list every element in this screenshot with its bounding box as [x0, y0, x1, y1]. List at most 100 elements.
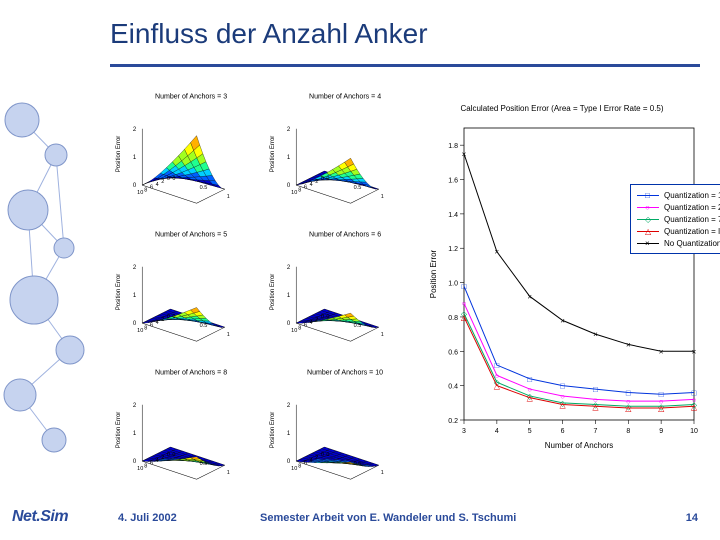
svg-text:6: 6	[150, 322, 153, 328]
svg-text:1.0: 1.0	[448, 281, 458, 288]
svg-text:1.8: 1.8	[448, 143, 458, 150]
svg-text:Position Error: Position Error	[116, 411, 122, 448]
svg-text:Position Error: Position Error	[270, 411, 276, 448]
svg-text:0: 0	[133, 183, 137, 189]
svg-text:10: 10	[137, 328, 143, 334]
svg-text:4: 4	[310, 457, 313, 463]
svg-text:Number of Anchors: Number of Anchors	[545, 441, 613, 450]
svg-text:0: 0	[133, 321, 137, 327]
svg-text:6: 6	[150, 185, 153, 191]
footer-center: Semester Arbeit von E. Wandeler und S. T…	[260, 512, 516, 524]
svg-text:1: 1	[381, 470, 384, 476]
svg-text:4: 4	[156, 320, 159, 326]
svg-text:9: 9	[659, 428, 663, 435]
svg-text:0: 0	[133, 459, 137, 465]
svg-text:□: □	[527, 375, 532, 384]
svg-text:0: 0	[287, 459, 291, 465]
svg-text:0: 0	[172, 314, 175, 320]
svg-text:2: 2	[315, 455, 318, 461]
svg-text:×: ×	[593, 330, 598, 339]
legend-row: ×No Quantization	[637, 237, 720, 249]
svg-text:Number of Anchors = 6: Number of Anchors = 6	[309, 231, 381, 238]
legend-row: ○Quantization = 2	[637, 201, 720, 213]
svg-text:2: 2	[315, 317, 318, 323]
surface-plot-grid: Number of Anchors = 3012108642000.51Posi…	[110, 86, 410, 486]
svg-text:×: ×	[626, 340, 631, 349]
svg-text:1: 1	[227, 470, 230, 476]
svg-text:□: □	[560, 382, 565, 391]
surface-plot: Number of Anchors = 10012108642000.51Pos…	[264, 362, 410, 494]
svg-text:0: 0	[167, 176, 170, 182]
svg-text:0.2: 0.2	[448, 418, 458, 425]
svg-text:□: □	[494, 361, 499, 370]
svg-text:×: ×	[692, 347, 697, 356]
svg-text:4: 4	[156, 182, 159, 188]
svg-text:Number of Anchors = 10: Number of Anchors = 10	[307, 369, 383, 376]
svg-text:1: 1	[287, 155, 291, 161]
svg-text:4: 4	[310, 320, 313, 326]
legend-row: □Quantization = 1	[637, 189, 720, 201]
svg-text:Position Error: Position Error	[116, 274, 122, 311]
svg-text:△: △	[527, 394, 534, 403]
svg-text:□: □	[462, 282, 467, 291]
svg-text:6: 6	[304, 322, 307, 328]
svg-text:2: 2	[133, 403, 137, 409]
slide-title: Einfluss der Anzahl Anker	[110, 18, 428, 50]
svg-text:1: 1	[381, 194, 384, 200]
svg-text:△: △	[559, 401, 566, 410]
svg-text:2: 2	[315, 179, 318, 185]
svg-text:8: 8	[144, 463, 147, 469]
sidebar-decoration	[0, 0, 96, 540]
svg-text:△: △	[691, 402, 698, 411]
svg-text:0: 0	[321, 176, 324, 182]
svg-text:×: ×	[495, 248, 500, 257]
svg-text:0: 0	[167, 314, 170, 320]
footer-date: 4. Juli 2002	[118, 512, 177, 524]
svg-text:8: 8	[144, 187, 147, 193]
svg-text:6: 6	[304, 460, 307, 466]
svg-text:4: 4	[156, 457, 159, 463]
svg-text:5: 5	[528, 428, 532, 435]
legend-row: △Quantization = Infinitive	[637, 225, 720, 237]
svg-text:8: 8	[298, 325, 301, 331]
svg-text:0: 0	[321, 314, 324, 320]
svg-text:Number of Anchors = 4: Number of Anchors = 4	[309, 94, 381, 101]
svg-text:8: 8	[144, 325, 147, 331]
logo: Net.Sim	[12, 508, 68, 526]
svg-text:1.4: 1.4	[448, 212, 458, 219]
svg-text:8: 8	[298, 463, 301, 469]
svg-text:0.5: 0.5	[200, 461, 208, 467]
svg-text:8: 8	[298, 187, 301, 193]
svg-text:1.6: 1.6	[448, 178, 458, 185]
content-area: Number of Anchors = 3012108642000.51Posi…	[110, 86, 704, 486]
svg-text:4: 4	[310, 182, 313, 188]
svg-text:1: 1	[133, 431, 137, 437]
svg-text:2: 2	[133, 265, 137, 271]
svg-text:1: 1	[287, 431, 291, 437]
svg-text:1: 1	[227, 194, 230, 200]
svg-text:10: 10	[137, 190, 143, 196]
svg-text:6: 6	[561, 428, 565, 435]
line-chart-title: Calculated Position Error (Area = Type I…	[422, 104, 702, 113]
svg-text:0.5: 0.5	[354, 461, 362, 467]
svg-text:0.5: 0.5	[200, 185, 208, 191]
svg-text:0: 0	[172, 452, 175, 458]
svg-text:10: 10	[690, 428, 698, 435]
svg-text:△: △	[592, 402, 599, 411]
svg-text:×: ×	[659, 347, 664, 356]
svg-text:2: 2	[133, 127, 137, 133]
svg-text:2: 2	[161, 455, 164, 461]
svg-text:0: 0	[167, 452, 170, 458]
svg-text:Number of Anchors = 5: Number of Anchors = 5	[155, 231, 227, 238]
svg-text:0.5: 0.5	[354, 323, 362, 329]
svg-text:×: ×	[462, 150, 467, 159]
svg-text:△: △	[625, 404, 632, 413]
svg-text:0: 0	[326, 176, 329, 182]
svg-text:1: 1	[227, 332, 230, 338]
svg-text:Position Error: Position Error	[429, 249, 438, 298]
svg-text:0: 0	[172, 176, 175, 182]
svg-text:1.2: 1.2	[448, 246, 458, 253]
svg-text:2: 2	[287, 265, 291, 271]
svg-text:10: 10	[291, 466, 297, 472]
svg-text:1: 1	[133, 155, 137, 161]
